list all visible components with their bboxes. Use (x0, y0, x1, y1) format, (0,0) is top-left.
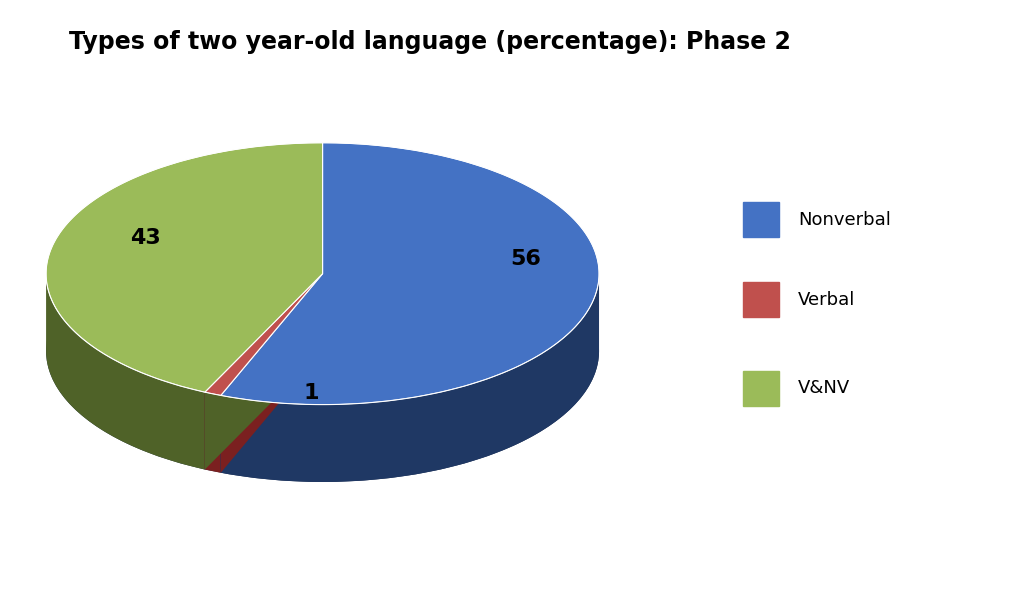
Polygon shape (205, 274, 323, 469)
Bar (742, 283, 778, 317)
Text: Types of two year-old language (percentage): Phase 2: Types of two year-old language (percenta… (70, 30, 791, 54)
Polygon shape (46, 274, 205, 469)
Text: Verbal: Verbal (798, 291, 855, 309)
Ellipse shape (46, 220, 599, 482)
Polygon shape (221, 274, 323, 473)
Bar (742, 371, 778, 406)
Polygon shape (205, 392, 221, 473)
Polygon shape (221, 274, 323, 473)
Text: Nonverbal: Nonverbal (798, 211, 891, 228)
Text: 1: 1 (303, 383, 318, 403)
Polygon shape (221, 274, 599, 482)
Polygon shape (221, 143, 599, 405)
Polygon shape (205, 274, 323, 469)
Polygon shape (46, 143, 323, 392)
Text: V&NV: V&NV (798, 379, 850, 397)
Text: 56: 56 (511, 249, 542, 269)
Polygon shape (205, 274, 323, 396)
Bar (742, 202, 778, 237)
Text: 43: 43 (130, 228, 162, 248)
